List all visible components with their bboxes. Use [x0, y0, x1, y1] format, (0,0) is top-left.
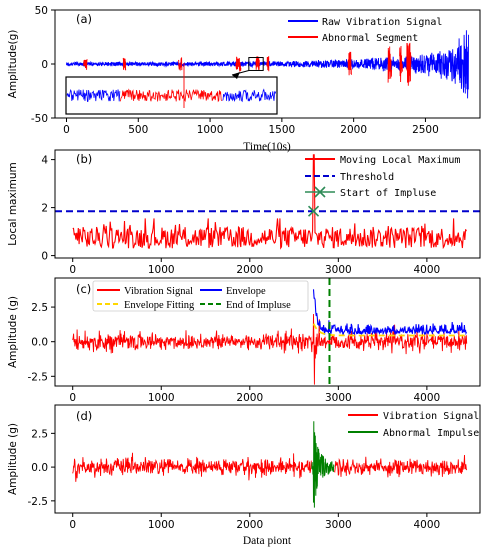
y-tick-label: 4 — [41, 155, 48, 167]
legend-label-abnormal: Abnormal Segment — [322, 33, 418, 44]
x-tick-label: 1000 — [197, 124, 224, 136]
abnormal-segment-line — [266, 56, 270, 72]
x-tick-label: 500 — [128, 124, 148, 136]
legend-marker-start — [314, 186, 326, 198]
y-tick-label: 2 — [41, 203, 48, 215]
legend-label-end: End of Impluse — [226, 300, 291, 311]
legend-d: Vibration Signal Abnormal Impulse — [348, 411, 479, 439]
vibration-signal-line — [72, 313, 468, 385]
x-tick-label: 4000 — [414, 392, 441, 404]
x-tick-label: 1000 — [148, 392, 175, 404]
abnormal-segment-line — [399, 45, 403, 83]
x-tick-label: 0 — [69, 392, 76, 404]
y-axis-label-d: Amplitude (g) — [7, 423, 19, 495]
x-tick-label: 2500 — [412, 124, 439, 136]
abnormal-segment-line — [255, 56, 260, 71]
x-tick-label: 1000 — [148, 519, 175, 531]
abnormal-impulse-line — [311, 421, 335, 508]
inset-signal-line — [222, 88, 277, 103]
abnormal-segment-line — [387, 46, 393, 83]
inset-signal-line — [66, 89, 121, 103]
vibration-signal-line — [333, 454, 468, 478]
panel-label-b: (b) — [76, 152, 92, 166]
legend-b: Moving Local Maximum Threshold Start of Im… — [305, 155, 460, 199]
panel-1-frame — [54, 9, 481, 119]
legend-label-envelope: Envelope — [226, 286, 266, 297]
envelope-fitting-line — [312, 323, 467, 337]
x-tick-label: 2000 — [236, 519, 263, 531]
inset-abnormal-line — [120, 88, 223, 103]
y-axis-label-a: Amplitude(g) — [7, 30, 19, 99]
legend-label-threshold: Threshold — [340, 172, 394, 183]
x-tick-label: 3000 — [325, 264, 352, 276]
panel-label-d: (d) — [76, 409, 92, 423]
zoom-arrow-head — [232, 72, 240, 79]
x-tick-label: 0 — [69, 264, 76, 276]
zoom-box — [248, 57, 264, 71]
y-tick-label: 2.5 — [31, 302, 48, 314]
y-tick-label: 50 — [35, 5, 48, 17]
x-axis-label-d: Data piont — [243, 535, 292, 547]
y-tick-label: 2.5 — [31, 428, 48, 440]
legend-c: Vibration Signal Envelope Envelope Fitting… — [92, 280, 309, 312]
panel-c-plot — [72, 278, 468, 386]
x-tick-label: 2000 — [236, 264, 263, 276]
x-axis-label-a: Time(10s) — [243, 141, 291, 153]
y-axis-label-b: Local maximum — [7, 162, 19, 245]
abnormal-segment-line — [83, 59, 88, 70]
panel-4-frame — [54, 404, 481, 514]
x-tick-label: 3000 — [325, 392, 352, 404]
y-tick-label: -2.5 — [28, 496, 49, 508]
legend-label-vib-d: Vibration Signal — [383, 411, 479, 422]
local-maximum-line — [72, 154, 467, 250]
x-tick-label: 3000 — [325, 519, 352, 531]
x-tick-label: 0 — [63, 124, 70, 136]
panel-3-frame — [54, 277, 481, 387]
abnormal-segment-line — [406, 42, 412, 86]
panel-1-axes: 0 500 1000 1500 2000 2500 -50 0 50 — [31, 5, 439, 136]
x-tick-label: 2000 — [236, 392, 263, 404]
abnormal-segment-line — [122, 57, 127, 71]
y-tick-label: -50 — [31, 113, 48, 125]
panel-2-frame — [54, 149, 481, 259]
x-tick-label: 1500 — [268, 124, 295, 136]
x-tick-label: 4000 — [414, 264, 441, 276]
legend-c-box — [92, 280, 309, 312]
abnormal-segment-line — [178, 57, 183, 71]
legend-label-fitting: Envelope Fitting — [124, 300, 195, 311]
y-tick-label: 0 — [41, 59, 48, 71]
y-tick-label: 0.0 — [31, 462, 48, 474]
legend-a: Raw Vibration Signal Abnormal Segment — [288, 17, 442, 44]
panel-b-plot — [55, 154, 480, 250]
panel-label-a: (a) — [76, 12, 92, 26]
panel-label-c: (c) — [76, 282, 91, 296]
y-tick-label: 0.0 — [31, 337, 48, 349]
y-axis-label-c: Amplitude (g) — [7, 296, 19, 368]
legend-label-raw: Raw Vibration Signal — [322, 17, 442, 28]
legend-label-vib: Vibration Signal — [124, 286, 193, 297]
legend-label-local-max: Moving Local Maximum — [340, 155, 460, 166]
envelope-line — [312, 289, 468, 336]
x-tick-label: 0 — [69, 519, 76, 531]
panel-4-axes: 0 1000 2000 3000 4000 -2.5 0.0 2.5 — [28, 428, 441, 531]
x-tick-label: 4000 — [414, 519, 441, 531]
y-tick-label: 0 — [41, 251, 48, 263]
legend-label-start: Start of Impluse — [340, 188, 436, 199]
panel-a-plot — [66, 30, 469, 99]
y-tick-label: -2.5 — [28, 371, 49, 383]
vibration-signal-line — [72, 452, 312, 482]
panel-2-axes: 0 1000 2000 3000 4000 0 2 4 — [41, 155, 440, 276]
x-tick-label: 2000 — [340, 124, 367, 136]
abnormal-segment-line — [347, 51, 352, 76]
impulse-start-marker — [307, 205, 320, 217]
abnormal-segment-line — [235, 56, 242, 72]
panel-3-axes: 0 1000 2000 3000 4000 -2.5 0.0 2.5 — [28, 302, 441, 404]
panel-d-plot — [72, 421, 468, 508]
legend-label-impulse: Abnormal Impulse — [383, 428, 479, 439]
x-tick-label: 1000 — [148, 264, 175, 276]
